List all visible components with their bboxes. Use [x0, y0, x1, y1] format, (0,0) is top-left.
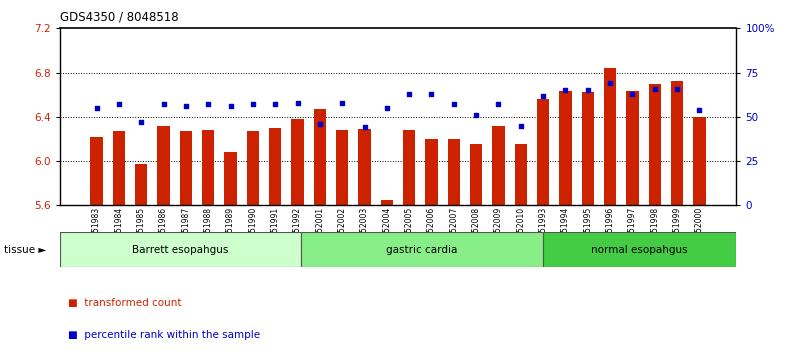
Bar: [224, 152, 236, 205]
Bar: [91, 137, 103, 205]
Point: [314, 121, 326, 127]
Text: GDS4350 / 8048518: GDS4350 / 8048518: [60, 11, 178, 24]
Bar: [493, 126, 505, 205]
Bar: [358, 129, 371, 205]
Bar: [60, 232, 302, 267]
Bar: [314, 109, 326, 205]
Point: [202, 102, 215, 107]
Point: [537, 93, 549, 98]
Bar: [202, 130, 214, 205]
Bar: [403, 130, 416, 205]
Bar: [135, 164, 147, 205]
Point: [247, 102, 259, 107]
Point: [291, 100, 304, 105]
Point: [626, 91, 639, 97]
Bar: [671, 81, 683, 205]
Bar: [626, 91, 638, 205]
Bar: [336, 130, 349, 205]
Bar: [543, 232, 736, 267]
Bar: [582, 92, 594, 205]
Point: [380, 105, 393, 111]
Bar: [537, 99, 549, 205]
Point: [180, 103, 193, 109]
Point: [514, 123, 527, 129]
Bar: [291, 119, 303, 205]
Text: Barrett esopahgus: Barrett esopahgus: [132, 245, 228, 255]
Point: [90, 105, 103, 111]
Bar: [247, 131, 259, 205]
Point: [112, 102, 125, 107]
Bar: [269, 128, 281, 205]
Point: [403, 91, 416, 97]
Point: [492, 102, 505, 107]
Point: [135, 119, 147, 125]
Point: [336, 100, 349, 105]
Point: [447, 102, 460, 107]
Text: ■  percentile rank within the sample: ■ percentile rank within the sample: [68, 330, 259, 340]
Point: [559, 87, 572, 93]
Bar: [447, 139, 460, 205]
Bar: [604, 68, 616, 205]
Point: [224, 103, 237, 109]
Text: gastric cardia: gastric cardia: [387, 245, 458, 255]
Bar: [560, 91, 572, 205]
Bar: [180, 131, 192, 205]
Point: [425, 91, 438, 97]
Point: [581, 87, 594, 93]
Point: [269, 102, 282, 107]
Bar: [425, 139, 438, 205]
Point: [157, 102, 170, 107]
Bar: [113, 131, 125, 205]
Text: normal esopahgus: normal esopahgus: [591, 245, 688, 255]
Point: [671, 86, 684, 91]
Bar: [158, 126, 170, 205]
Bar: [470, 144, 482, 205]
Point: [358, 125, 371, 130]
Point: [649, 86, 661, 91]
Bar: [302, 232, 543, 267]
Text: tissue ►: tissue ►: [4, 245, 46, 255]
Text: ■  transformed count: ■ transformed count: [68, 298, 181, 308]
Point: [693, 107, 706, 113]
Point: [470, 112, 482, 118]
Bar: [693, 117, 705, 205]
Bar: [380, 200, 393, 205]
Point: [603, 80, 616, 86]
Bar: [649, 84, 661, 205]
Bar: [515, 144, 527, 205]
